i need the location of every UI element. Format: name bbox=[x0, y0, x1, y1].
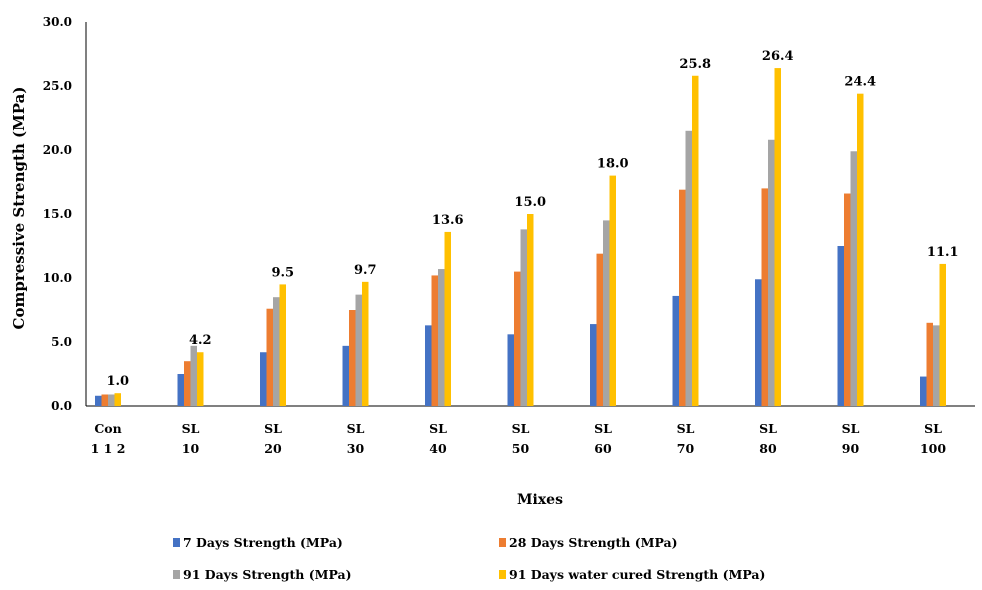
data-label: 24.4 bbox=[844, 75, 876, 90]
bar bbox=[672, 295, 679, 406]
bar bbox=[685, 130, 692, 407]
bar bbox=[837, 246, 844, 406]
y-tick-label: 15.0 bbox=[43, 207, 72, 221]
x-tick-label: 90 bbox=[842, 441, 860, 456]
bar bbox=[184, 361, 191, 406]
x-tick-label: SL bbox=[924, 421, 942, 436]
bar bbox=[197, 352, 204, 406]
data-label: 18.0 bbox=[597, 157, 629, 172]
bar bbox=[514, 271, 521, 406]
bar bbox=[114, 393, 121, 406]
bar bbox=[596, 253, 603, 406]
bar bbox=[349, 310, 356, 406]
x-tick-label: 40 bbox=[429, 441, 447, 456]
bar bbox=[761, 188, 768, 406]
bar bbox=[108, 394, 115, 406]
legend-label: 28 Days Strength (MPa) bbox=[509, 535, 678, 550]
bar bbox=[273, 297, 280, 406]
x-tick-label: 80 bbox=[759, 441, 777, 456]
y-axis-label: Compressive Strength (MPa) bbox=[10, 87, 28, 330]
x-tick-label: 50 bbox=[512, 441, 530, 456]
data-label: 15.0 bbox=[514, 195, 546, 210]
x-tick-label: SL bbox=[677, 421, 695, 436]
x-tick-label: 60 bbox=[594, 441, 612, 456]
bar bbox=[850, 151, 857, 406]
x-tick-label: Con bbox=[94, 421, 121, 436]
x-tick-label: 1 1 2 bbox=[91, 441, 126, 456]
legend-swatch bbox=[499, 570, 506, 579]
x-tick-label: SL bbox=[429, 421, 447, 436]
bar bbox=[266, 308, 273, 406]
bar bbox=[527, 214, 534, 406]
data-label: 4.2 bbox=[189, 333, 212, 348]
x-tick-label: 10 bbox=[182, 441, 200, 456]
data-label: 26.4 bbox=[762, 49, 794, 64]
x-tick-label: 20 bbox=[264, 441, 282, 456]
bar bbox=[920, 376, 927, 406]
x-tick-label: SL bbox=[264, 421, 282, 436]
bar bbox=[679, 189, 686, 406]
y-tick-label: 0.0 bbox=[51, 399, 72, 413]
x-tick-label: 100 bbox=[920, 441, 946, 456]
bar bbox=[609, 175, 616, 406]
legend-label: 91 Days Strength (MPa) bbox=[183, 567, 352, 582]
bar bbox=[857, 93, 864, 407]
bar bbox=[590, 324, 597, 406]
data-label: 9.7 bbox=[354, 263, 377, 278]
x-tick-label: SL bbox=[842, 421, 860, 436]
bar bbox=[431, 275, 438, 406]
bar bbox=[692, 75, 699, 406]
plot-area: 0.0 5.0 10.0 15.0 20.0 25.0 30.0 1.0 Con 1 1 2 4.2… bbox=[43, 15, 975, 456]
y-tick-label: 25.0 bbox=[43, 79, 72, 93]
data-label: 11.1 bbox=[927, 245, 959, 260]
legend-label: 7 Days Strength (MPa) bbox=[183, 535, 343, 550]
data-label: 1.0 bbox=[106, 374, 129, 389]
bar bbox=[926, 322, 933, 406]
bar bbox=[768, 139, 775, 406]
y-tick-label: 20.0 bbox=[43, 143, 72, 157]
data-label: 9.5 bbox=[271, 265, 294, 280]
bar bbox=[177, 374, 184, 406]
legend-swatch bbox=[173, 570, 180, 579]
x-tick-label: SL bbox=[182, 421, 200, 436]
x-tick-label: SL bbox=[759, 421, 777, 436]
data-label: 13.6 bbox=[432, 213, 464, 228]
x-tick-label: 70 bbox=[677, 441, 695, 456]
y-tick-label: 10.0 bbox=[43, 271, 72, 285]
bar bbox=[425, 325, 432, 406]
x-axis-label: Mixes bbox=[517, 492, 563, 508]
legend-label: 91 Days water cured Strength (MPa) bbox=[509, 567, 765, 582]
y-tick-label: 5.0 bbox=[51, 335, 72, 349]
bar bbox=[438, 269, 445, 406]
bar bbox=[355, 294, 362, 406]
x-tick-label: 30 bbox=[347, 441, 365, 456]
bar bbox=[260, 352, 267, 406]
bar bbox=[755, 279, 762, 406]
bar bbox=[939, 263, 946, 406]
bar bbox=[774, 68, 781, 406]
bar bbox=[603, 220, 610, 406]
bar bbox=[190, 345, 197, 406]
bar bbox=[844, 193, 851, 406]
bar bbox=[279, 284, 286, 406]
bar bbox=[444, 231, 451, 406]
bar bbox=[101, 394, 108, 406]
legend-swatch bbox=[173, 538, 180, 547]
bar bbox=[342, 345, 349, 406]
x-tick-label: SL bbox=[594, 421, 612, 436]
bar bbox=[362, 281, 369, 406]
bar bbox=[520, 229, 527, 406]
x-tick-label: SL bbox=[347, 421, 365, 436]
bar bbox=[95, 395, 102, 406]
bar bbox=[507, 334, 514, 406]
data-label: 25.8 bbox=[679, 57, 711, 72]
y-tick-label: 30.0 bbox=[43, 15, 72, 29]
x-tick-label: SL bbox=[512, 421, 530, 436]
legend-swatch bbox=[499, 538, 506, 547]
bar bbox=[933, 325, 940, 406]
legend: 7 Days Strength (MPa) 28 Days Strength (M… bbox=[173, 535, 765, 582]
